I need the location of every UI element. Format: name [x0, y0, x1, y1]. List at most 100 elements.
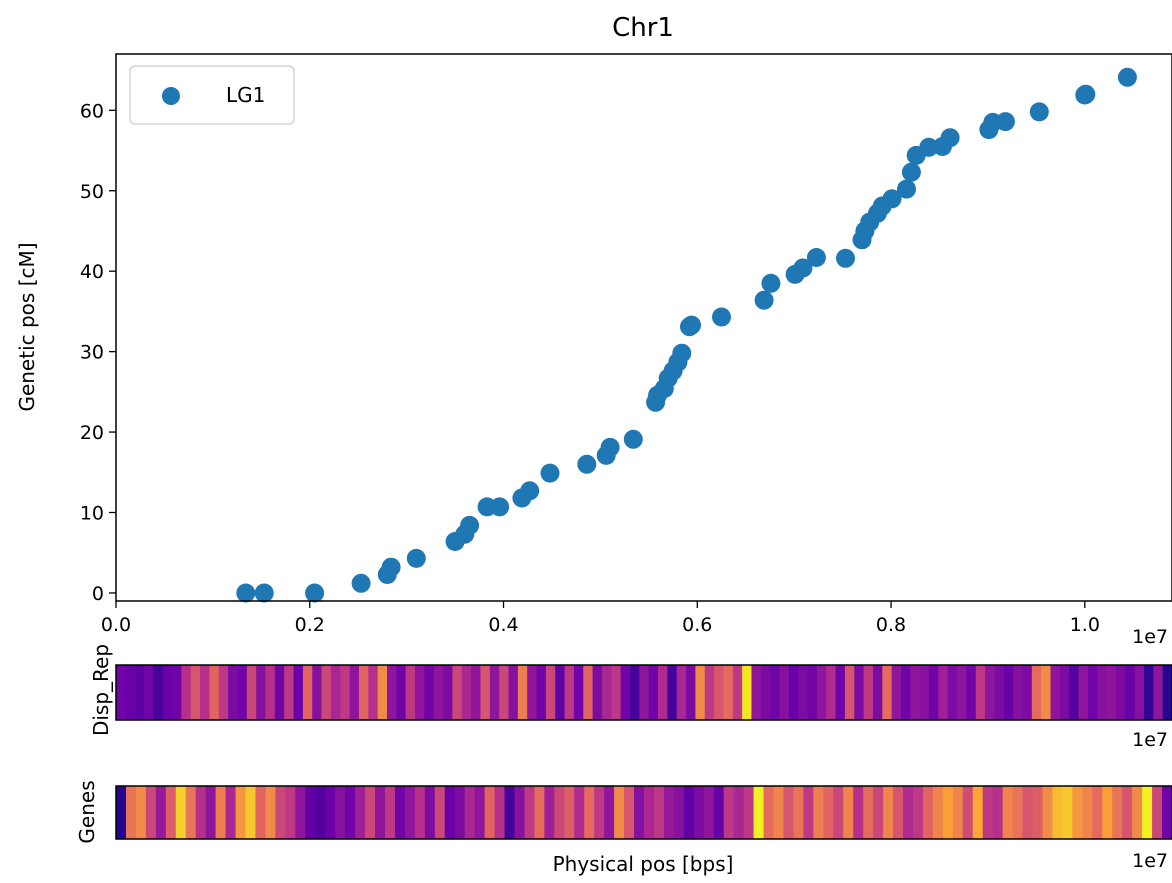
heatmap-cell-57	[648, 665, 659, 720]
heatmap-cell-43	[544, 786, 555, 839]
heatmap-cell-86	[919, 665, 930, 720]
heatmap-cell-99	[1041, 665, 1052, 720]
heatmap-cell-95	[1062, 786, 1073, 839]
data-point-44	[919, 137, 939, 157]
heatmap-cell-37	[484, 786, 496, 839]
heatmap-cell-67	[742, 665, 753, 720]
legend-box	[129, 65, 295, 125]
heatmap-cell-50	[583, 665, 594, 720]
heatmap-cell-87	[929, 665, 939, 720]
heatmap-cell-68	[793, 786, 804, 839]
heatmap-cell-54	[620, 665, 631, 720]
heatmap-cell-9	[200, 665, 211, 720]
heatmap-cell-58	[658, 665, 668, 720]
heatmap-cell-82	[882, 665, 893, 720]
scatter-points	[236, 67, 1137, 603]
data-point-13	[520, 481, 540, 501]
heatmap-cell-4	[153, 665, 164, 720]
heatmap-cell-37	[461, 665, 472, 720]
heatmap-cell-49	[573, 665, 584, 720]
data-point-3	[351, 573, 371, 593]
heatmap-cell-40	[514, 786, 526, 839]
heatmap-cell-2	[134, 665, 145, 720]
heatmap-cell-99	[1102, 786, 1113, 839]
heatmap-cell-91	[966, 665, 977, 720]
heatmap-cell-85	[910, 665, 921, 720]
heatmap-cell-95	[1003, 665, 1014, 720]
data-point-50	[1029, 102, 1049, 122]
heatmap-cell-89	[947, 665, 958, 720]
heatmap-cell-16	[265, 665, 276, 720]
heatmap-cell-55	[663, 786, 675, 839]
scatter-panel: Chr1 0.0 0.2 0.4 0.6 0.8 1.0 0 10 20 30 40 50 60 1e…	[15, 13, 1172, 648]
heatmap-cell-12	[228, 665, 239, 720]
data-point-5	[381, 557, 401, 577]
heatmap-cell-14	[255, 786, 267, 839]
heatmap-cell-78	[844, 665, 855, 720]
heatmap-cell-50	[614, 786, 625, 839]
heatmap-cell-92	[1032, 786, 1044, 839]
heatmap-cell-93	[985, 665, 996, 720]
heatmap-cell-105	[1097, 665, 1108, 720]
heatmap-cell-78	[893, 786, 904, 839]
x-tick-label: 0.4	[488, 614, 518, 636]
heatmap-cell-70	[813, 786, 824, 839]
heatmap-cell-75	[863, 786, 874, 839]
heatmap-cell-56	[639, 665, 650, 720]
heatmap-cell-100	[1112, 786, 1123, 839]
data-point-9	[460, 515, 480, 535]
data-point-28	[712, 307, 731, 327]
heatmap-cell-90	[1012, 786, 1024, 839]
heatmap-cell-32	[415, 665, 425, 720]
heatmap-cell-92	[975, 665, 986, 720]
heatmap-cell-60	[713, 786, 725, 839]
heatmap-cell-29	[387, 665, 397, 720]
heatmap-cell-73	[843, 786, 854, 839]
heatmap-cell-69	[760, 665, 771, 720]
data-point-46	[940, 128, 960, 148]
heatmap-cell-96	[1013, 665, 1024, 720]
heatmap-cell-45	[536, 665, 547, 720]
heatmap-cell-66	[732, 665, 743, 720]
heatmap-cell-52	[634, 786, 645, 839]
heatmap-cell-79	[854, 665, 865, 720]
y-tick-label: 20	[80, 422, 104, 444]
heatmap-cell-6	[175, 786, 187, 839]
heatmap-cell-39	[480, 665, 491, 720]
heatmap-cell-104	[1152, 786, 1163, 839]
heatmap-cell-28	[377, 665, 388, 720]
y-tick-label: 40	[80, 261, 104, 283]
heatmap-cell-82	[932, 786, 944, 839]
heatmap-cell-26	[358, 665, 369, 720]
genes-frame	[115, 785, 1172, 840]
heatmap-cell-41	[499, 665, 510, 720]
heatmap-cell-73	[798, 665, 809, 720]
heatmap-cell-2	[135, 786, 147, 839]
heatmap-cell-40	[489, 665, 500, 720]
heatmap-cell-76	[826, 665, 837, 720]
heatmap-cell-27	[384, 786, 396, 839]
heatmap-cell-93	[1042, 786, 1054, 839]
x-tick-label: 0.2	[295, 614, 325, 636]
heatmap-cell-101	[1122, 786, 1133, 839]
heatmap-cell-72	[833, 786, 844, 839]
heatmap-cell-72	[788, 665, 799, 720]
heatmap-cell-64	[714, 665, 725, 720]
heatmap-cell-38	[494, 786, 506, 839]
data-point-17	[600, 437, 620, 457]
heatmap-cell-87	[982, 786, 994, 839]
data-point-32	[793, 258, 813, 278]
heatmap-cell-13	[245, 786, 257, 839]
heatmap-cell-69	[803, 786, 814, 839]
heatmap-cell-55	[629, 665, 640, 720]
heatmap-cell-97	[1082, 786, 1093, 839]
heatmap-cell-57	[683, 786, 695, 839]
heatmap-cell-61	[686, 665, 696, 720]
heatmap-cell-8	[190, 665, 201, 720]
heatmap-cell-62	[695, 665, 706, 720]
heatmap-cell-112	[1162, 665, 1172, 720]
heatmap-cell-36	[474, 786, 486, 839]
heatmap-cell-66	[773, 786, 785, 839]
heatmap-cell-38	[471, 665, 482, 720]
heatmap-cell-33	[424, 665, 435, 720]
